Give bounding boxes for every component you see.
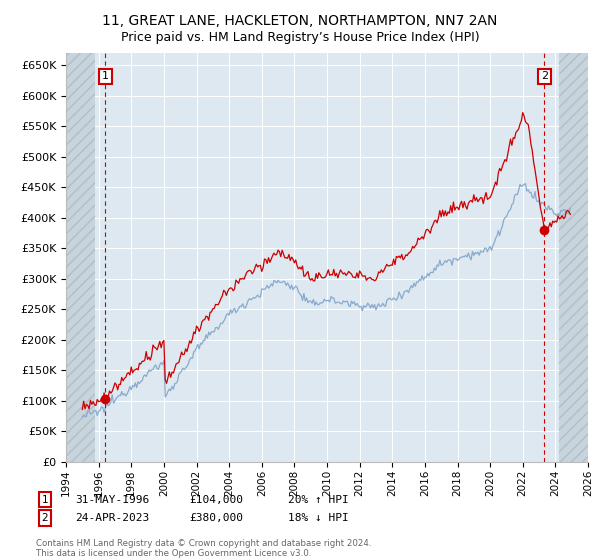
Text: £380,000: £380,000 [189, 513, 243, 523]
Text: 1: 1 [102, 71, 109, 81]
Text: £104,000: £104,000 [189, 494, 243, 505]
Text: 24-APR-2023: 24-APR-2023 [75, 513, 149, 523]
Text: 2: 2 [41, 513, 49, 523]
Text: Contains HM Land Registry data © Crown copyright and database right 2024.
This d: Contains HM Land Registry data © Crown c… [36, 539, 371, 558]
Text: 1: 1 [41, 494, 49, 505]
Bar [66, 53, 95, 462]
Text: 2: 2 [541, 71, 548, 81]
Text: 31-MAY-1996: 31-MAY-1996 [75, 494, 149, 505]
Text: 18% ↓ HPI: 18% ↓ HPI [288, 513, 349, 523]
Text: 11, GREAT LANE, HACKLETON, NORTHAMPTON, NN7 2AN: 11, GREAT LANE, HACKLETON, NORTHAMPTON, … [103, 14, 497, 28]
Text: 20% ↑ HPI: 20% ↑ HPI [288, 494, 349, 505]
Text: Price paid vs. HM Land Registry’s House Price Index (HPI): Price paid vs. HM Land Registry’s House … [121, 31, 479, 44]
Bar [559, 53, 588, 462]
